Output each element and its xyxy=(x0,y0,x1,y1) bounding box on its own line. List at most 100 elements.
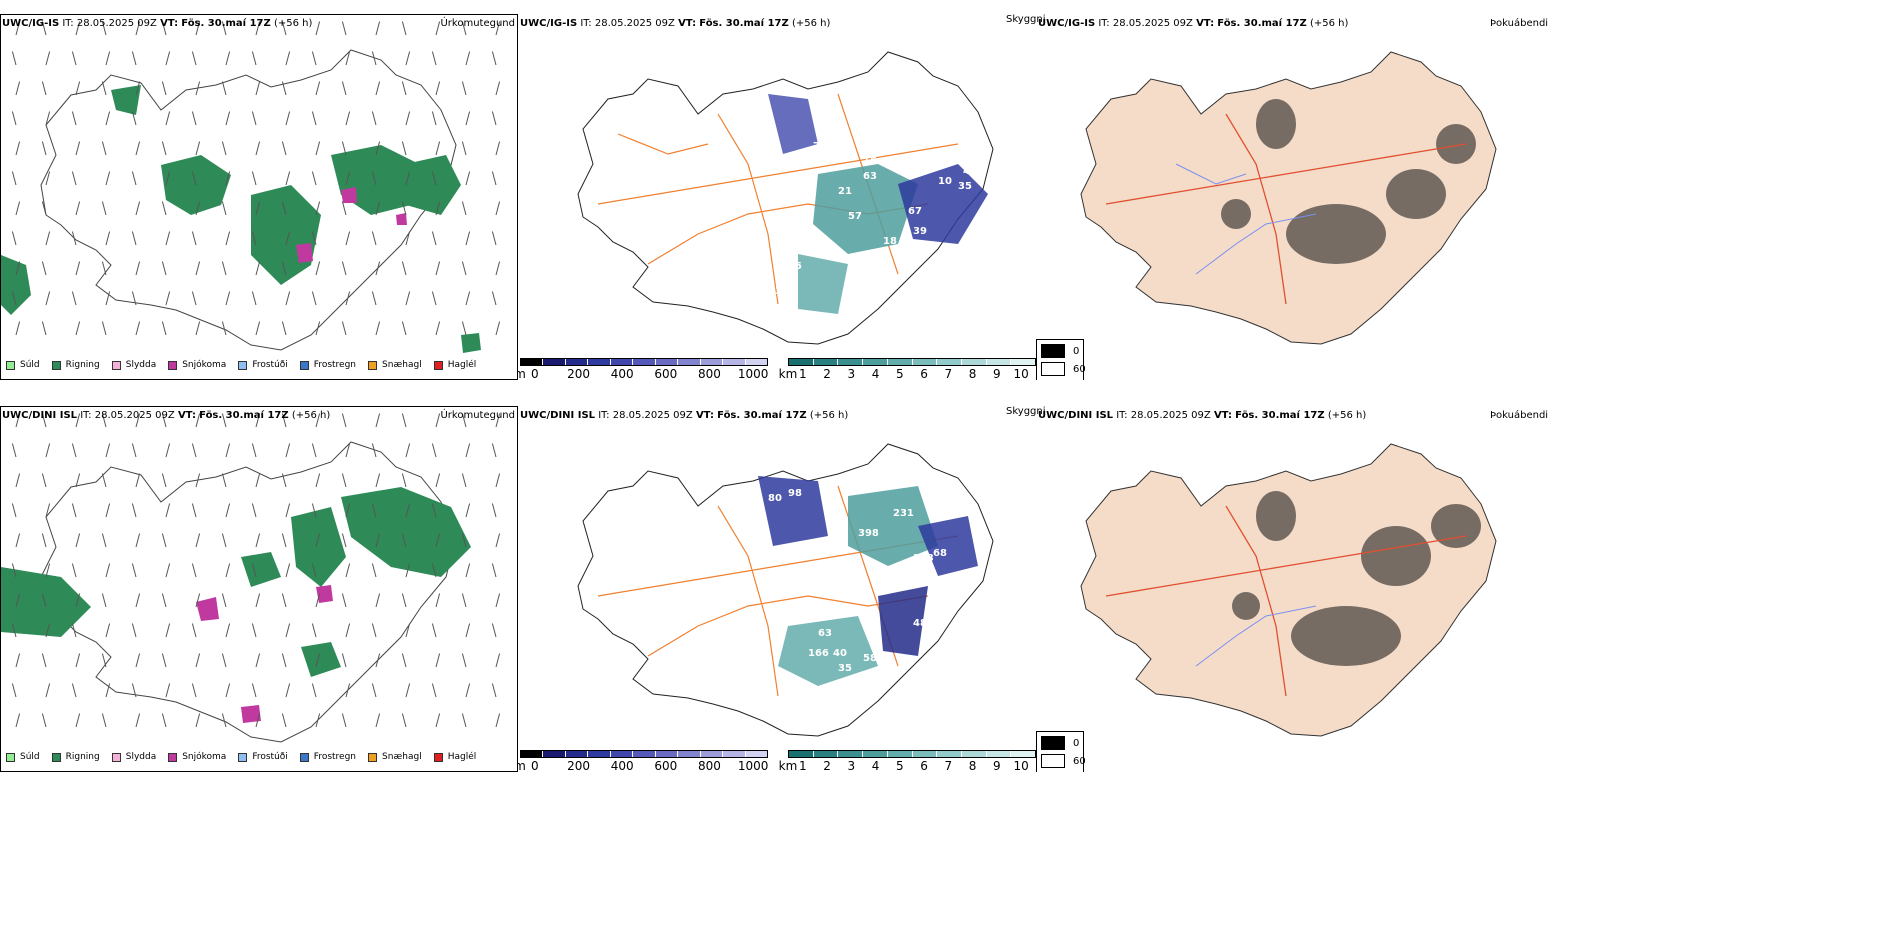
legend-swatch xyxy=(238,752,248,762)
cloud-legend-row: 0 xyxy=(1041,344,1079,358)
legend-swatch xyxy=(6,752,15,762)
colorbar-ticks: m 0 200 400 600 800 1000 xyxy=(518,758,769,772)
colorbar-box xyxy=(937,751,962,757)
colorbar-box xyxy=(838,359,864,365)
vis-colorbar-km-bottom: km 1 2 3 4 5 6 7 8 9 10 xyxy=(779,750,1036,772)
fog-title-bottom: Þokuábendi xyxy=(1490,410,1549,421)
rivers xyxy=(1195,605,1317,667)
header-fog-top: UWC/IG-IS IT: 28.05.2025 09Z VT: Fös. 30… xyxy=(1038,18,1349,29)
colorbar-tick: 9 xyxy=(993,759,1001,772)
colorbar-box xyxy=(912,751,938,757)
cloud-legend-row: 60 xyxy=(1041,754,1086,768)
vis-map-bottom: 80 98 398 231 323 68 20 63 48 166 40 27 35 58 xyxy=(577,443,994,737)
legend-swatch xyxy=(111,752,121,762)
colorbar-box xyxy=(986,359,1012,365)
vis-value-label: 166 xyxy=(808,648,829,659)
legend-label: Súld xyxy=(20,360,40,370)
legend-item: Snæhagl xyxy=(368,752,422,762)
cloud-legend-label: 0 xyxy=(1073,345,1080,357)
precip-title-top: Úrkomutegund xyxy=(440,18,515,29)
colorbar-box xyxy=(723,359,746,365)
legend-label: Haglél xyxy=(447,752,477,762)
legend-swatch xyxy=(433,752,443,762)
colorbar-box xyxy=(521,359,544,365)
vis-value-label: 15 xyxy=(863,156,877,167)
colorbar-tick: 400 xyxy=(610,367,634,380)
vis-value-label: 231 xyxy=(893,508,914,519)
fog-map-top xyxy=(1080,51,1497,345)
colorbar-box xyxy=(813,751,839,757)
wind-barbs xyxy=(11,21,501,336)
legend-item: Slydda xyxy=(111,752,157,762)
colorbar-box xyxy=(912,359,938,365)
low-vis-areas xyxy=(758,476,978,686)
legend-item: Frostregn xyxy=(299,360,356,370)
legend-item: Frostúði xyxy=(238,360,288,370)
colorbar-box xyxy=(745,359,767,365)
colorbar-box xyxy=(543,751,566,757)
vis-value-label: 58 xyxy=(863,653,877,664)
legend-item: Súld xyxy=(6,752,40,762)
colorbar-ticks: km 1 2 3 4 5 6 7 8 9 10 xyxy=(779,758,1036,772)
vis-value-label: 63 xyxy=(863,171,877,182)
colorbar-box xyxy=(813,359,839,365)
legend-label: Snæhagl xyxy=(382,360,422,370)
vis-value-label: 49 xyxy=(963,166,977,177)
legend-item: Snjókoma xyxy=(168,360,226,370)
colorbar-box xyxy=(633,751,656,757)
snow-areas xyxy=(196,585,333,723)
colorbar-box xyxy=(610,751,634,757)
legend-label: Snjókoma xyxy=(182,752,227,762)
legend-swatch xyxy=(433,360,443,370)
cloud-legend-row: 0 xyxy=(1041,736,1079,750)
legend-swatch xyxy=(368,360,378,370)
legend-item: Frostregn xyxy=(299,752,356,762)
legend-label: Rigning xyxy=(65,752,100,762)
vis-value-label: 68 xyxy=(933,548,947,559)
colorbar-tick: 1000 xyxy=(737,759,769,772)
cloud-legend-swatch xyxy=(1041,344,1065,358)
vis-value-label: 80 xyxy=(768,493,782,504)
iceland-fill xyxy=(1080,51,1497,345)
fog-title-top: Þokuábendi xyxy=(1490,18,1549,29)
legend-item: Frostúði xyxy=(238,752,288,762)
vis-value-labels: 80 98 398 231 323 68 20 63 48 166 40 27 35 58 xyxy=(758,488,947,714)
legend-label: Slydda xyxy=(125,752,157,762)
colorbar-boxes xyxy=(520,358,768,366)
colorbar-tick: 1 xyxy=(799,367,807,380)
colorbar-tick: 1 xyxy=(799,759,807,772)
cloud-legend-top: 0 60 xyxy=(1036,339,1086,380)
vis-value-label: 35 xyxy=(838,663,852,674)
legend-label: Súld xyxy=(20,752,40,762)
colorbar-box xyxy=(565,751,589,757)
vis-title-bottom: Skyggni xyxy=(1006,406,1046,417)
vis-colorbar-m-top: m 0 200 400 600 800 1000 xyxy=(518,358,768,380)
rivers xyxy=(1175,163,1317,275)
precip-panel-top: Súld Rigning Slydda Snjókoma Frostúði Frostre… xyxy=(0,14,518,380)
colorbar-tick: 5 xyxy=(896,759,904,772)
vis-value-label: 40 xyxy=(833,648,847,659)
colorbar-tick: 10 xyxy=(1013,759,1029,772)
precip-map-bottom xyxy=(1,413,501,743)
vis-value-label: 39 xyxy=(913,226,927,237)
legend-swatch xyxy=(51,752,61,762)
legend-label: Frostúði xyxy=(252,752,288,762)
colorbar-ticks: m 0 200 400 600 800 1000 xyxy=(518,366,768,380)
vis-value-label: 13 xyxy=(813,241,827,252)
vis-value-label: 21 xyxy=(838,186,852,197)
header-vis-bottom: UWC/DINI ISL IT: 28.05.2025 09Z VT: Fös.… xyxy=(520,410,849,421)
legend-swatch xyxy=(168,360,178,370)
cloud-legend-label: 0 xyxy=(1073,737,1080,749)
legend-item: Haglél xyxy=(433,360,476,370)
cloud-legend-swatch xyxy=(1041,736,1065,750)
vis-map-top: 70 15 63 21 13 57 67 39 18 13 63 15 10 49 35 xyxy=(577,51,994,345)
vis-value-label: 20 xyxy=(913,563,927,574)
legend-item: Slydda xyxy=(111,360,156,370)
vis-value-label: 35 xyxy=(958,181,972,192)
colorbar-tick: 800 xyxy=(698,367,721,380)
colorbar-tick: 200 xyxy=(567,367,590,380)
colorbar-box xyxy=(723,751,746,757)
colorbar-tick: 0 xyxy=(531,759,539,772)
legend-swatch xyxy=(168,752,178,762)
colorbar-box xyxy=(655,359,679,365)
